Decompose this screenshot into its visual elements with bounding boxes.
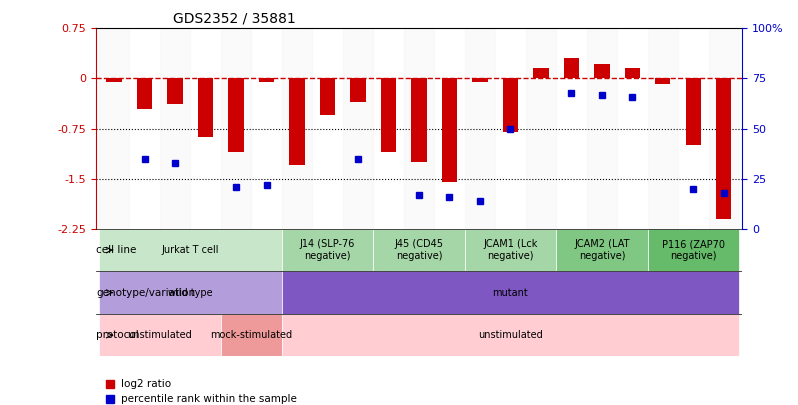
Bar	[342, 28, 373, 229]
Bar	[709, 28, 739, 229]
Text: Jurkat T cell: Jurkat T cell	[161, 245, 219, 255]
Bar	[442, 79, 457, 182]
Text: genotype/variation: genotype/variation	[97, 288, 196, 298]
Text: J45 (CD45
negative): J45 (CD45 negative)	[394, 239, 444, 261]
Bar	[595, 64, 610, 79]
Text: unstimulated: unstimulated	[478, 330, 543, 340]
Bar	[648, 28, 678, 229]
Bar	[381, 79, 396, 152]
Text: JCAM1 (Lck
negative): JCAM1 (Lck negative)	[484, 239, 538, 261]
Bar	[587, 28, 617, 229]
Bar	[464, 28, 496, 229]
Text: unstimulated: unstimulated	[128, 330, 192, 340]
FancyBboxPatch shape	[464, 229, 556, 271]
Bar	[160, 28, 190, 229]
Bar	[290, 79, 305, 165]
Bar	[259, 79, 275, 82]
Text: J14 (SLP-76
negative): J14 (SLP-76 negative)	[300, 239, 355, 261]
Text: mutant: mutant	[492, 288, 528, 298]
Bar	[563, 58, 579, 79]
Text: protocol: protocol	[97, 330, 139, 340]
Bar	[198, 79, 213, 136]
Text: wild type: wild type	[168, 288, 212, 298]
Bar	[404, 28, 434, 229]
Bar	[99, 28, 129, 229]
Bar	[685, 79, 701, 145]
Text: cell line: cell line	[97, 245, 136, 255]
Bar	[717, 79, 732, 219]
Bar	[282, 28, 312, 229]
Bar	[168, 79, 183, 104]
Legend: log2 ratio, percentile rank within the sample: log2 ratio, percentile rank within the s…	[101, 375, 301, 405]
Bar	[137, 79, 152, 109]
Bar	[228, 79, 243, 152]
FancyBboxPatch shape	[556, 229, 648, 271]
Text: mock-stimulated: mock-stimulated	[210, 330, 292, 340]
FancyBboxPatch shape	[99, 314, 221, 356]
FancyBboxPatch shape	[282, 271, 739, 314]
Bar	[533, 68, 548, 79]
Bar	[655, 79, 670, 84]
FancyBboxPatch shape	[373, 229, 464, 271]
FancyBboxPatch shape	[648, 229, 739, 271]
Bar	[472, 79, 488, 82]
FancyBboxPatch shape	[99, 271, 282, 314]
FancyBboxPatch shape	[282, 314, 739, 356]
Bar	[503, 79, 518, 132]
Bar	[320, 79, 335, 115]
FancyBboxPatch shape	[221, 314, 282, 356]
Bar	[625, 68, 640, 79]
FancyBboxPatch shape	[282, 229, 373, 271]
Bar	[106, 79, 121, 82]
Bar	[350, 79, 365, 102]
Text: P116 (ZAP70
negative): P116 (ZAP70 negative)	[662, 239, 725, 261]
Text: JCAM2 (LAT
negative): JCAM2 (LAT negative)	[574, 239, 630, 261]
Text: GDS2352 / 35881: GDS2352 / 35881	[173, 12, 296, 26]
Bar	[411, 79, 427, 162]
Bar	[221, 28, 251, 229]
FancyBboxPatch shape	[99, 229, 282, 271]
Bar	[526, 28, 556, 229]
